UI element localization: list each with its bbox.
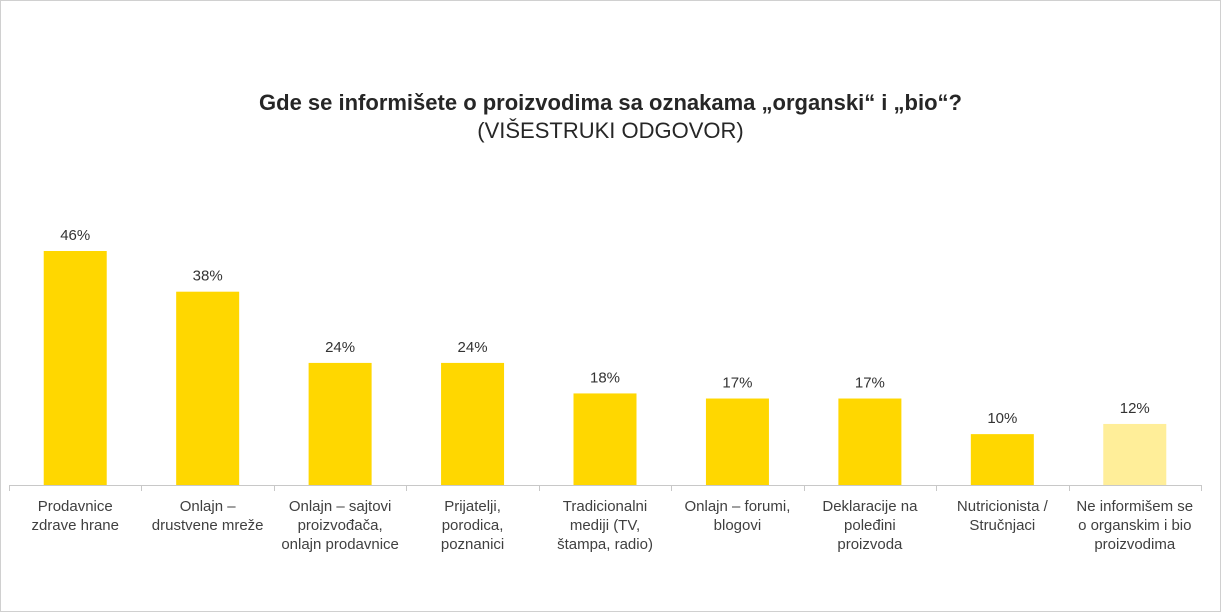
category-label: Prijatelji, porodica, poznanici <box>441 498 504 553</box>
bar <box>1103 423 1167 485</box>
bar <box>308 362 372 485</box>
category-label: Prodavnice zdrave hrane <box>31 498 119 534</box>
data-label: 24% <box>325 339 355 356</box>
chart-subtitle: (VIŠESTRUKI ODGOVOR) <box>477 118 744 143</box>
chart-title: Gde se informišete o proizvodima sa ozna… <box>259 90 962 115</box>
data-label: 17% <box>855 375 885 392</box>
category-label: Deklaracije na poleđini proizvoda <box>822 498 918 553</box>
data-label: 46% <box>60 227 90 244</box>
bar <box>176 291 240 485</box>
bar <box>838 398 902 485</box>
chart-title-block: Gde se informišete o proizvodima sa ozna… <box>1 89 1220 145</box>
data-label: 38% <box>193 268 223 285</box>
bar <box>970 434 1034 485</box>
data-label: 18% <box>590 369 620 386</box>
bar <box>43 251 107 485</box>
category-label: Onlajn – drustvene mreže <box>152 498 264 534</box>
data-label: 24% <box>458 339 488 356</box>
category-label: Nutricionista / Stručnjaci <box>957 498 1049 534</box>
category-label: Onlajn – forumi, blogovi <box>684 498 790 534</box>
category-label: Onlajn – sajtovi proizvođača, onlajn proda… <box>281 498 399 553</box>
data-label: 17% <box>722 375 752 392</box>
category-label: Tradicionalni mediji (TV, štampa, radio) <box>557 498 653 553</box>
bar <box>573 393 637 485</box>
category-label: Ne informišem se o organskim i bio proizvo… <box>1076 498 1193 553</box>
bar <box>441 362 505 485</box>
data-label: 10% <box>987 410 1017 427</box>
data-label: 12% <box>1120 400 1150 417</box>
bar <box>705 398 769 485</box>
